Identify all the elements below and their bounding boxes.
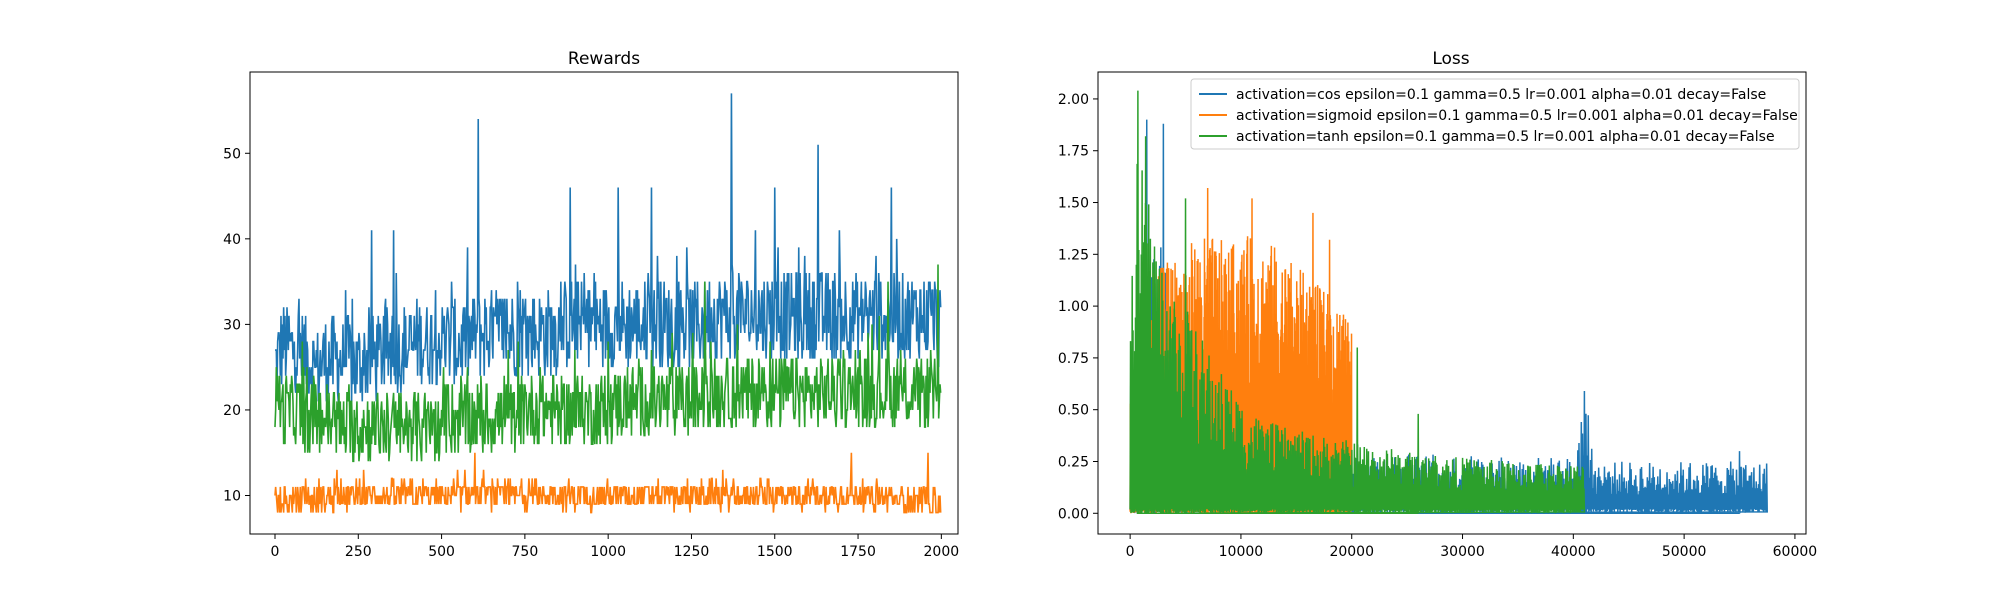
y-tick-label: 40	[223, 232, 241, 248]
x-tick-label: 20000	[1329, 544, 1374, 560]
rewards-axes: Rewards 0 250 500 750 1000 1250 1500 1750 2000 10…	[223, 49, 959, 560]
rewards-series	[274, 93, 942, 514]
loss-series-line	[1129, 90, 1586, 515]
loss-axes: Loss 0 10000 20000 30000 40000 50000 60000 0.00…	[1058, 49, 1817, 560]
x-tick-label: 40000	[1551, 544, 1596, 560]
x-tick-label: 10000	[1219, 544, 1264, 560]
y-tick-label: 0.75	[1058, 351, 1089, 367]
loss-legend: activation=cos epsilon=0.1 gamma=0.5 lr=…	[1190, 78, 1800, 150]
y-tick-label: 50	[223, 146, 241, 162]
y-tick-label: 0.00	[1058, 506, 1089, 522]
x-tick-label: 1250	[674, 544, 710, 560]
y-tick-label: 2.00	[1058, 92, 1089, 108]
y-tick-label: 1.25	[1058, 247, 1089, 263]
y-tick-label: 30	[223, 317, 241, 333]
rewards-series-line	[274, 264, 942, 463]
legend-label: activation=tanh epsilon=0.1 gamma=0.5 lr…	[1236, 129, 1775, 145]
y-tick-label: 1.50	[1058, 196, 1089, 212]
loss-ticks: 0 10000 20000 30000 40000 50000 60000 0.00 0.25 0…	[1058, 92, 1817, 560]
legend-label: activation=sigmoid epsilon=0.1 gamma=0.5…	[1236, 108, 1798, 124]
y-tick-label: 1.00	[1058, 299, 1089, 315]
x-tick-label: 250	[345, 544, 372, 560]
loss-plot-frame	[1097, 71, 1807, 535]
rewards-plot-frame	[249, 71, 959, 535]
x-tick-label: 1750	[840, 544, 876, 560]
x-tick-label: 500	[428, 544, 455, 560]
x-tick-label: 30000	[1440, 544, 1485, 560]
loss-series	[1129, 90, 1768, 515]
x-tick-label: 1000	[590, 544, 626, 560]
legend-label: activation=cos epsilon=0.1 gamma=0.5 lr=…	[1236, 87, 1766, 103]
legend-box	[1190, 78, 1800, 150]
rewards-series-line	[274, 93, 942, 410]
y-tick-label: 0.50	[1058, 403, 1089, 419]
y-tick-label: 10	[223, 489, 241, 505]
loss-title: Loss	[1432, 49, 1469, 69]
x-tick-label: 750	[512, 544, 539, 560]
x-tick-label: 60000	[1773, 544, 1818, 560]
x-tick-label: 50000	[1662, 544, 1707, 560]
rewards-ticks: 0 250 500 750 1000 1250 1500 1750 2000 10 20 30 40 50	[223, 146, 959, 560]
y-tick-label: 1.75	[1058, 144, 1089, 160]
x-tick-label: 0	[1126, 544, 1135, 560]
rewards-series-line	[274, 452, 942, 514]
y-tick-label: 0.25	[1058, 454, 1089, 470]
x-tick-label: 2000	[924, 544, 960, 560]
x-tick-label: 1500	[757, 544, 793, 560]
rewards-title: Rewards	[568, 49, 640, 69]
x-tick-label: 0	[271, 544, 280, 560]
y-tick-label: 20	[223, 403, 241, 419]
